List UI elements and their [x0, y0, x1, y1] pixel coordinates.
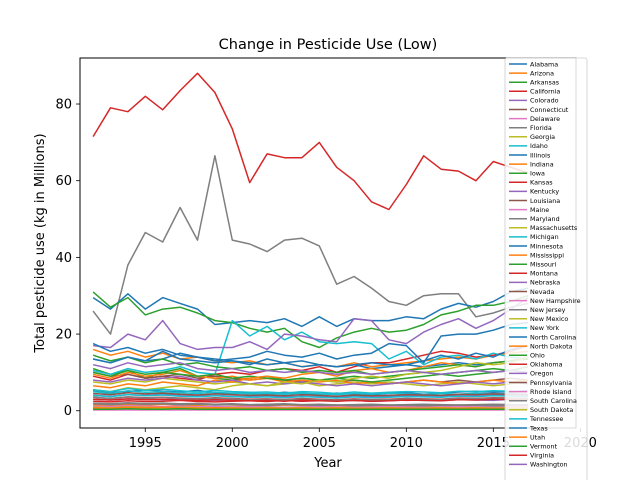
- x-tick-label: 2005: [303, 436, 336, 451]
- legend-label: South Carolina: [530, 397, 577, 405]
- legend-label: New York: [530, 324, 560, 332]
- legend-label: California: [530, 88, 560, 96]
- series-line: [93, 391, 529, 397]
- legend-label: Nebraska: [530, 279, 560, 287]
- legend-label: New Jersey: [530, 306, 566, 314]
- series-line: [93, 402, 529, 407]
- legend-label: Georgia: [530, 133, 555, 141]
- legend-label: Idaho: [530, 142, 548, 150]
- legend-label: Missouri: [530, 261, 557, 269]
- legend-label: Nevada: [530, 288, 554, 296]
- series-line: [92, 319, 529, 376]
- legend-label: Arkansas: [530, 79, 560, 87]
- legend-label: Arizona: [530, 69, 554, 77]
- legend-label: Montana: [530, 270, 558, 278]
- legend-label: Connecticut: [530, 106, 569, 114]
- series-line: [92, 72, 529, 211]
- y-tick-label: 0: [64, 404, 72, 419]
- series-line: [92, 369, 529, 383]
- legend-label: Colorado: [530, 97, 559, 105]
- y-tick-label: 20: [55, 328, 72, 343]
- legend-label: South Dakota: [530, 406, 573, 414]
- y-axis-label: Total pesticide use (kg in Millions): [33, 133, 48, 353]
- series-line: [92, 291, 529, 349]
- series-line: [92, 362, 529, 376]
- legend-label: Rhode Island: [530, 388, 571, 396]
- legend-label: Massachusetts: [530, 224, 578, 232]
- legend-label: Michigan: [530, 233, 559, 241]
- legend-label: Mississippi: [530, 251, 564, 259]
- y-tick-label: 40: [55, 251, 72, 266]
- legend-label: Indiana: [530, 160, 554, 168]
- legend-label: Minnesota: [530, 242, 563, 250]
- legend-label: Virginia: [530, 452, 554, 460]
- series-line: [92, 342, 529, 370]
- legend-label: Ohio: [530, 352, 545, 360]
- series-line: [92, 155, 529, 335]
- y-tick-label: 80: [55, 98, 72, 113]
- legend-label: Utah: [530, 433, 545, 441]
- legend-label: New Hampshire: [530, 297, 581, 305]
- y-axis: 0 20 40 60 80: [55, 98, 80, 419]
- x-tick-label: 2000: [216, 436, 249, 451]
- legend-label: Vermont: [530, 443, 558, 451]
- legend-label: Kansas: [530, 179, 553, 187]
- series-line: [93, 296, 529, 351]
- legend-label: North Dakota: [530, 342, 573, 350]
- series-line: [93, 356, 529, 393]
- x-tick-label: 2015: [477, 436, 510, 451]
- series-line: [92, 344, 529, 368]
- legend-label: Kentucky: [530, 188, 559, 196]
- legend-label: Illinois: [530, 151, 551, 159]
- series-line: [93, 406, 529, 410]
- series-line: [92, 287, 529, 328]
- x-tick-label: 1995: [129, 436, 162, 451]
- series-line: [92, 321, 529, 364]
- series-line: [93, 387, 529, 395]
- series-line: [93, 375, 529, 387]
- legend-label: Washington: [530, 461, 568, 469]
- series-layer: [92, 72, 529, 411]
- legend-label: Tennessee: [529, 415, 563, 423]
- legend-label: Florida: [530, 124, 552, 132]
- legend-label: North Carolina: [530, 333, 576, 341]
- series-line: [93, 398, 529, 402]
- legend-label: Pennsylvania: [530, 379, 572, 387]
- y-tick-label: 60: [55, 174, 72, 189]
- legend-label: Maryland: [530, 215, 560, 223]
- legend-label: Oklahoma: [530, 361, 563, 369]
- legend-label: Louisiana: [530, 197, 560, 205]
- legend-label: Texas: [529, 424, 548, 432]
- series-line: [93, 405, 529, 409]
- legend-label: Oregon: [530, 370, 553, 378]
- legend-label: Iowa: [530, 170, 545, 178]
- legend-label: Maine: [530, 206, 549, 214]
- x-axis-label: Year: [313, 456, 342, 471]
- chart-title: Change in Pesticide Use (Low): [219, 37, 438, 53]
- legend-label: New Mexico: [530, 315, 568, 323]
- legend-label: Alabama: [530, 60, 558, 68]
- series-line: [93, 393, 529, 399]
- x-tick-label: 2010: [390, 436, 423, 451]
- series-line: [93, 396, 529, 402]
- legend-label: Delaware: [530, 115, 560, 123]
